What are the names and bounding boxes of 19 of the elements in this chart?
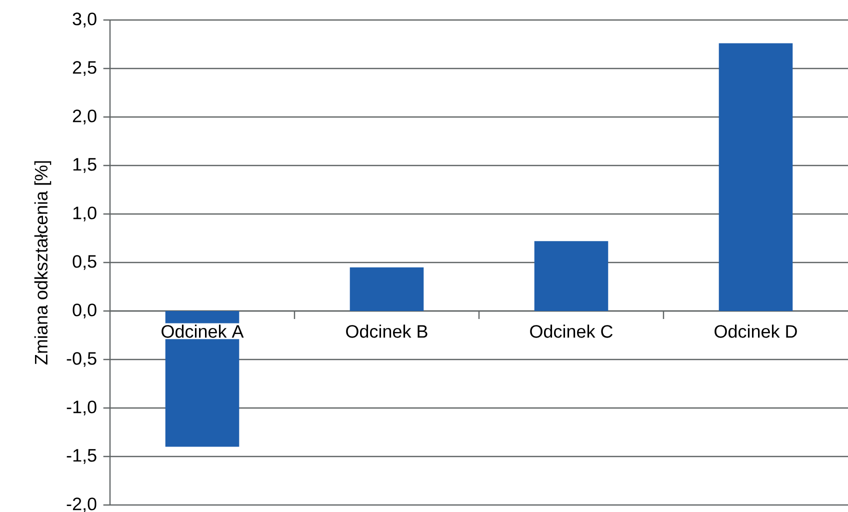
x-tick-label: Odcinek B	[346, 324, 428, 338]
y-tick-label: 0,0	[72, 304, 96, 318]
y-tick-label: -0,5	[66, 352, 96, 367]
x-tick-label: Odcinek D	[714, 324, 797, 338]
bar	[350, 267, 424, 311]
x-tick-label: Odcinek C	[530, 324, 613, 338]
y-tick-label: 3,0	[72, 12, 96, 28]
bar	[534, 241, 608, 311]
y-tick-label: 2,0	[72, 110, 96, 124]
y-tick-label: -2,0	[66, 498, 96, 512]
y-tick-label: 1,0	[73, 206, 96, 222]
y-tick-label: 1,5	[73, 158, 96, 173]
bar	[718, 43, 793, 311]
x-tick-label: Odcinek A	[162, 324, 244, 338]
y-tick-label: 2,5	[72, 61, 96, 76]
y-tick-label: 0,5	[72, 255, 96, 270]
y-tick-label: -1,5	[66, 449, 96, 464]
y-axis-title: Zmiana odkształcenia [%]	[34, 161, 52, 364]
y-tick-label: -1,0	[66, 400, 96, 416]
